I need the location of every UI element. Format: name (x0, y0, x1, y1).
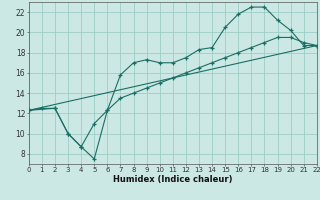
X-axis label: Humidex (Indice chaleur): Humidex (Indice chaleur) (113, 175, 233, 184)
